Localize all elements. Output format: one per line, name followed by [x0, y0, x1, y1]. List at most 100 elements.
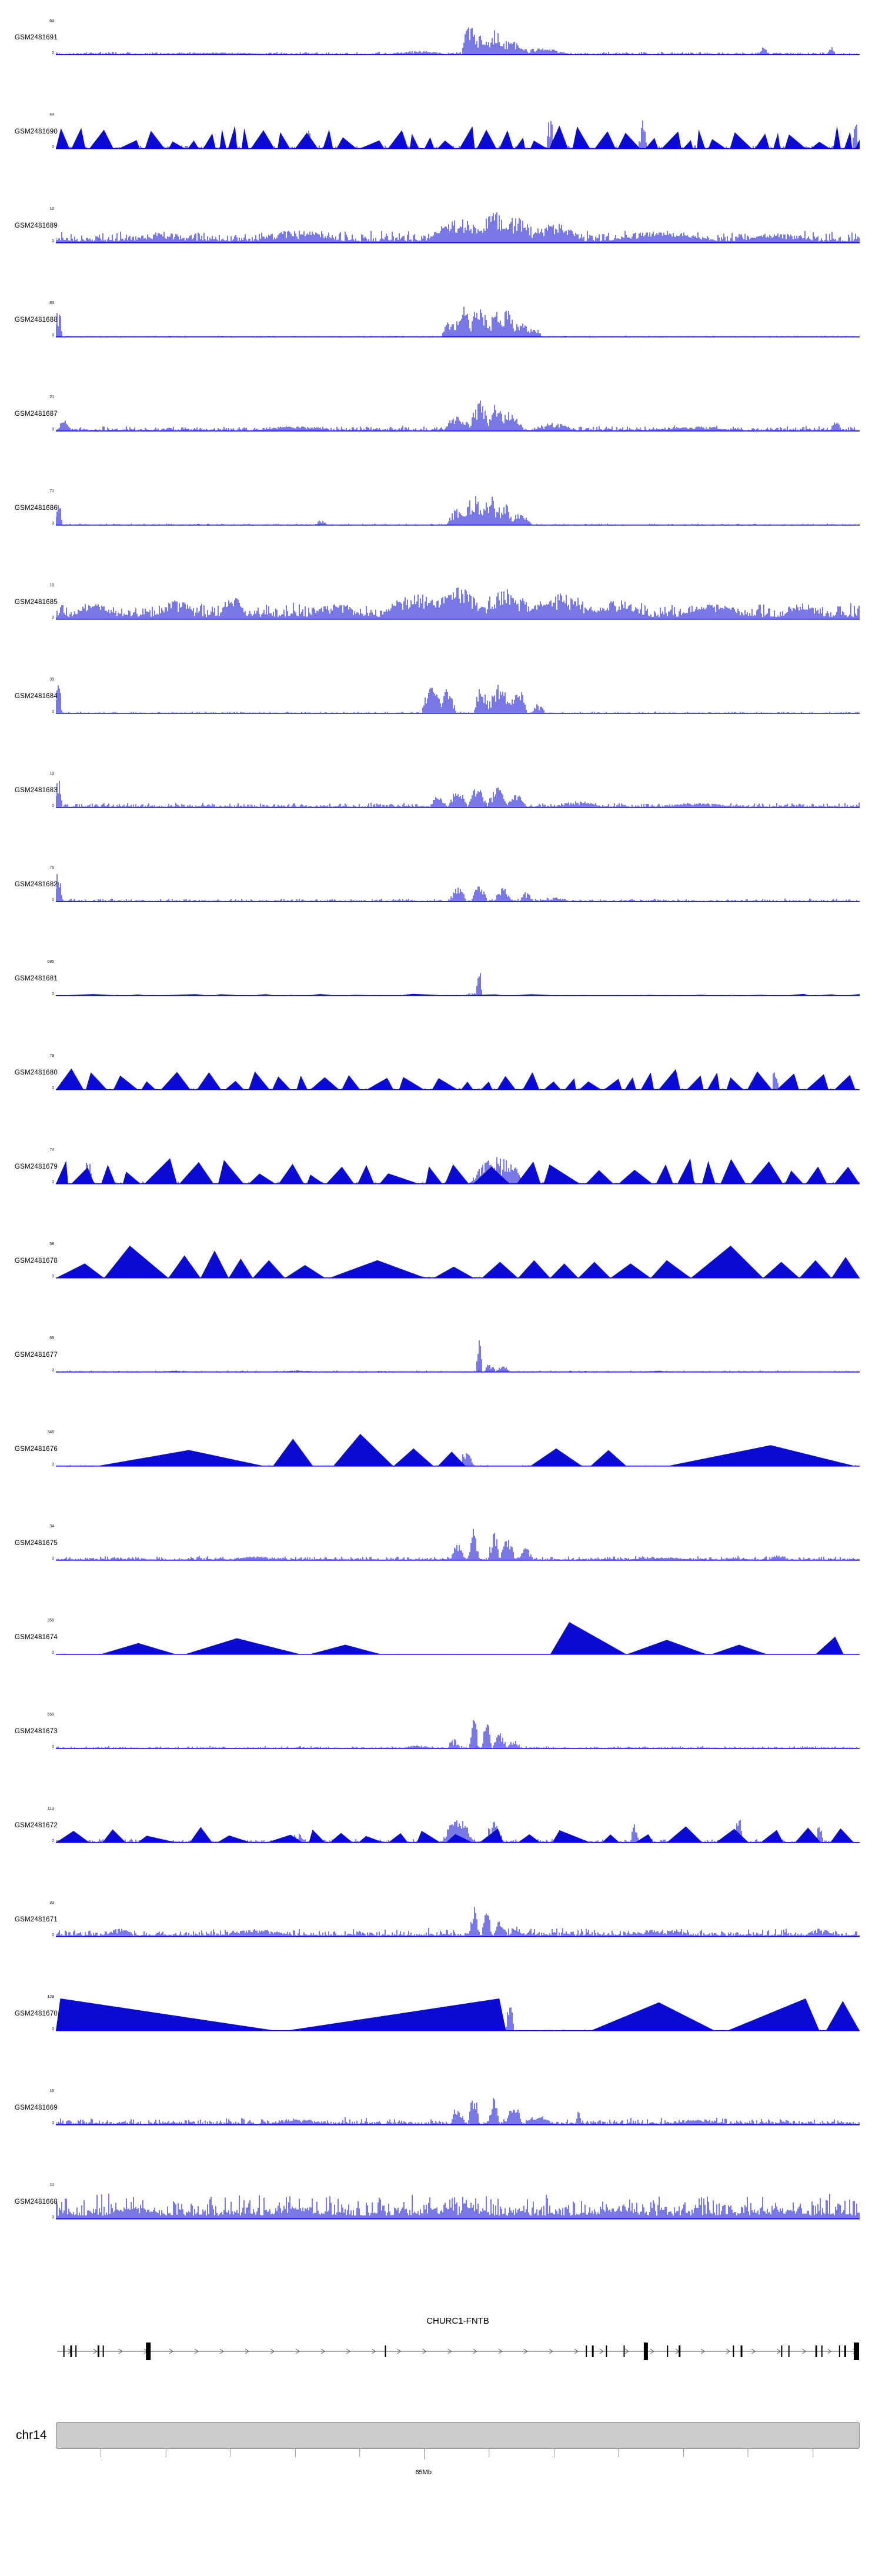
signal-canvas	[56, 1434, 860, 1466]
signal-canvas	[56, 973, 860, 996]
track-row: GSM2481690 44 0	[0, 111, 882, 205]
track-row: GSM2481677 69 0	[0, 1334, 882, 1428]
signal-canvas	[56, 1720, 860, 1749]
axis-min-label: 0	[52, 1745, 54, 1749]
track-label: GSM2481672	[15, 1822, 58, 1829]
signal-plot	[56, 963, 860, 996]
track-label: GSM2481668	[15, 2198, 58, 2205]
signal-plot	[56, 1434, 860, 1467]
axis-min-label: 0	[52, 616, 54, 620]
axis-min-label: 0	[52, 898, 54, 902]
axis-min-label: 0	[52, 1274, 54, 1279]
signal-plot	[56, 1152, 860, 1184]
signal-canvas	[56, 120, 860, 149]
track-label: GSM2481683	[15, 787, 58, 794]
signal-plot	[56, 1716, 860, 1749]
axis-max-label: 69	[49, 1336, 54, 1340]
signal-plot	[56, 869, 860, 902]
track-label: GSM2481676	[15, 1446, 58, 1453]
track-label: GSM2481684	[15, 693, 58, 700]
axis-min-label: 0	[52, 522, 54, 526]
axis-max-label: 685	[47, 960, 54, 964]
signal-plot	[56, 1904, 860, 1937]
signal-canvas	[56, 306, 860, 337]
axis-max-label: 113	[47, 1807, 54, 1811]
chromosome-section: chr14 65Mb	[0, 2422, 882, 2540]
signal-plot	[56, 22, 860, 55]
signal-canvas	[56, 401, 860, 431]
signal-plot	[56, 211, 860, 243]
gene-model-canvas	[57, 2343, 860, 2360]
axis-max-label: 15	[49, 2089, 54, 2093]
track-row: GSM2481678 58 0	[0, 1240, 882, 1334]
signal-canvas	[56, 1246, 860, 1278]
axis-max-label: 58	[49, 1242, 54, 1246]
signal-canvas	[56, 1622, 860, 1654]
signal-plot	[56, 2093, 860, 2125]
track-row: GSM2481679 74 0	[0, 1146, 882, 1240]
track-row: GSM2481676 346 0	[0, 1428, 882, 1522]
track-label: GSM2481671	[15, 1916, 58, 1923]
axis-min-label: 0	[52, 2121, 54, 2125]
track-row: GSM2481671 33 0	[0, 1898, 882, 1993]
axis-min-label: 0	[52, 2027, 54, 2031]
signal-plot	[56, 1340, 860, 1373]
signal-plot	[56, 2187, 860, 2220]
signal-plot	[56, 1810, 860, 1843]
track-row: GSM2481688 83 0	[0, 299, 882, 393]
track-label: GSM2481681	[15, 975, 58, 982]
track-label: GSM2481685	[15, 599, 58, 606]
axis-max-label: 83	[49, 301, 54, 305]
scale-ruler-ticks	[101, 2449, 814, 2460]
signal-canvas	[56, 1998, 860, 2031]
axis-min-label: 0	[52, 1180, 54, 1184]
axis-min-label: 0	[52, 1839, 54, 1843]
gene-title: CHURC1-FNTB	[426, 2316, 489, 2326]
track-label: GSM2481682	[15, 881, 58, 888]
track-label: GSM2481686	[15, 505, 58, 512]
signal-canvas	[56, 874, 860, 902]
track-row: GSM2481685 10 0	[0, 581, 882, 675]
track-label: GSM2481690	[15, 128, 58, 135]
axis-min-label: 0	[52, 333, 54, 338]
track-label: GSM2481669	[15, 2104, 58, 2111]
track-row: GSM2481674 356 0	[0, 1616, 882, 1710]
track-label: GSM2481689	[15, 222, 58, 229]
signal-canvas	[56, 2098, 860, 2125]
signal-plot	[56, 1528, 860, 1561]
track-row: GSM2481684 39 0	[0, 675, 882, 769]
axis-min-label: 0	[52, 1369, 54, 1373]
track-row: GSM2481686 71 0	[0, 487, 882, 581]
track-row: GSM2481672 113 0	[0, 1804, 882, 1898]
axis-max-label: 550	[47, 1713, 54, 1717]
signal-canvas	[56, 27, 860, 55]
signal-canvas	[56, 1068, 860, 1090]
axis-min-label: 0	[52, 1933, 54, 1937]
axis-min-label: 0	[52, 51, 54, 55]
axis-min-label: 0	[52, 1557, 54, 1561]
axis-max-label: 76	[49, 866, 54, 870]
axis-max-label: 71	[49, 489, 54, 493]
axis-max-label: 356	[47, 1619, 54, 1623]
signal-plot	[56, 1246, 860, 1279]
axis-min-label: 0	[52, 992, 54, 996]
track-label: GSM2481688	[15, 316, 58, 323]
track-row: GSM2481687 21 0	[0, 393, 882, 487]
chromosome-label: chr14	[16, 2428, 47, 2442]
axis-min-label: 0	[52, 1086, 54, 1090]
signal-canvas	[56, 780, 860, 807]
signal-plot	[56, 1057, 860, 1090]
track-label: GSM2481675	[15, 1540, 58, 1547]
signal-canvas	[56, 1157, 860, 1184]
axis-min-label: 0	[52, 428, 54, 432]
axis-max-label: 11	[49, 2183, 54, 2187]
axis-max-label: 10	[49, 583, 54, 588]
track-label: GSM2481678	[15, 1257, 58, 1264]
track-row: GSM2481668 11 0	[0, 2181, 882, 2275]
signal-canvas	[56, 1340, 860, 1372]
signal-track-list: GSM2481691 63 0 GSM2481690 44 0 GSM24816…	[0, 19, 882, 2275]
track-row: GSM2481682 76 0	[0, 863, 882, 957]
track-label: GSM2481677	[15, 1352, 58, 1359]
track-label: GSM2481674	[15, 1634, 58, 1641]
